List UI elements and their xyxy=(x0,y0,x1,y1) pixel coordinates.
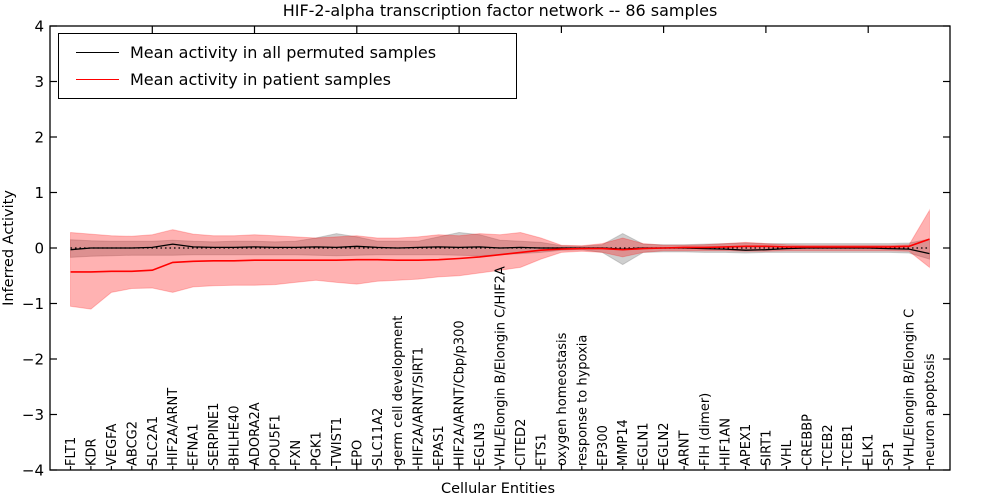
y-tick-label: 2 xyxy=(34,129,44,147)
legend: Mean activity in all permuted samples Me… xyxy=(58,33,517,99)
y-tick-label: 0 xyxy=(34,240,44,258)
x-tick-label: oxygen homeostasis xyxy=(555,332,570,466)
y-tick-label: −1 xyxy=(22,295,44,313)
y-tick-label: −2 xyxy=(22,351,44,369)
x-tick-label: ABCG2 xyxy=(125,421,140,466)
x-tick-label: HIF2A/ARNT xyxy=(166,388,181,466)
x-tick-label: SLC2A1 xyxy=(146,416,161,466)
y-axis-label: Inferred Activity xyxy=(1,190,17,306)
legend-label-patient: Mean activity in patient samples xyxy=(130,70,391,90)
x-tick-label: TCEB2 xyxy=(821,424,836,467)
legend-label-permuted: Mean activity in all permuted samples xyxy=(130,42,437,62)
x-tick-label: HIF2A/ARNT/SIRT1 xyxy=(412,347,427,466)
y-tick-label: 4 xyxy=(34,18,44,36)
x-tick-label: EFNA1 xyxy=(187,423,202,466)
x-tick-label: response to hypoxia xyxy=(575,335,590,466)
y-tick-label: 3 xyxy=(34,73,44,91)
x-tick-label: SP1 xyxy=(882,442,897,466)
x-tick-label: VHL/Elongin B/Elongin C xyxy=(903,309,918,466)
x-tick-label: ADORA2A xyxy=(248,402,263,466)
x-tick-label: neuron apoptosis xyxy=(923,353,938,466)
x-tick-label: VEGFA xyxy=(105,424,120,466)
x-tick-label: CITED2 xyxy=(514,419,529,466)
y-tick-label: 1 xyxy=(34,184,44,202)
x-tick-label: VHL xyxy=(780,439,795,466)
x-tick-label: SLC11A2 xyxy=(371,408,386,466)
x-tick-label: SIRT1 xyxy=(759,430,774,466)
chart-title: HIF-2-alpha transcription factor network… xyxy=(283,1,718,20)
x-axis-label: Cellular Entities xyxy=(441,481,555,497)
x-tick-label: CREBBP xyxy=(800,414,815,466)
x-tick-label: PGK1 xyxy=(309,431,324,466)
legend-item-patient: Mean activity in patient samples xyxy=(76,70,516,89)
x-tick-label: EGLN1 xyxy=(637,422,652,466)
x-tick-label: germ cell development xyxy=(391,316,406,466)
x-tick-label: EGLN2 xyxy=(657,422,672,466)
y-tick-label: −4 xyxy=(22,462,44,480)
x-tick-label: VHL/Elongin B/Elongin C/HIF2A xyxy=(494,266,509,466)
patient-band xyxy=(70,208,930,310)
x-tick-label: EPO xyxy=(350,440,365,466)
x-tick-label: APEX1 xyxy=(739,424,754,466)
x-tick-label: EPAS1 xyxy=(432,425,447,466)
x-tick-label: MMP14 xyxy=(616,419,631,466)
x-tick-label: ETS1 xyxy=(534,433,549,466)
permuted-mean-line xyxy=(70,243,930,255)
y-tick-label: −3 xyxy=(22,406,44,424)
x-tick-label: EP300 xyxy=(596,425,611,466)
x-tick-label: HIF2A/ARNT/Cbp/p300 xyxy=(453,320,468,466)
patient-mean-line xyxy=(70,238,930,273)
x-tick-label: BHLHE40 xyxy=(228,406,243,466)
plot-generated-layer: −4 −3 −2 −1 0 1 2 3 4 FLT1 KDR VEGFA ABCG2 SLC2A1 HIF2… xyxy=(22,18,951,480)
x-tick-label: FLT1 xyxy=(64,437,79,466)
x-tick-label: TWIST1 xyxy=(330,417,345,467)
permuted-line-swatch xyxy=(76,51,119,53)
x-tick-label: TCEB1 xyxy=(841,424,856,467)
x-tick-label: POU5F1 xyxy=(269,414,284,466)
x-tick-label: ELK1 xyxy=(862,434,877,466)
legend-item-permuted: Mean activity in all permuted samples xyxy=(76,43,516,62)
x-tick-label: KDR xyxy=(84,438,99,466)
x-tick-label: FIH (dimer) xyxy=(698,393,713,466)
patient-line-swatch xyxy=(76,79,119,81)
x-tick-label: HIF1AN xyxy=(719,418,734,466)
x-tick-label: ARNT xyxy=(678,430,693,466)
x-tick-label: FXN xyxy=(289,440,304,466)
x-tick-label: SERPINE1 xyxy=(207,403,222,466)
x-tick-label: EGLN3 xyxy=(473,422,488,466)
